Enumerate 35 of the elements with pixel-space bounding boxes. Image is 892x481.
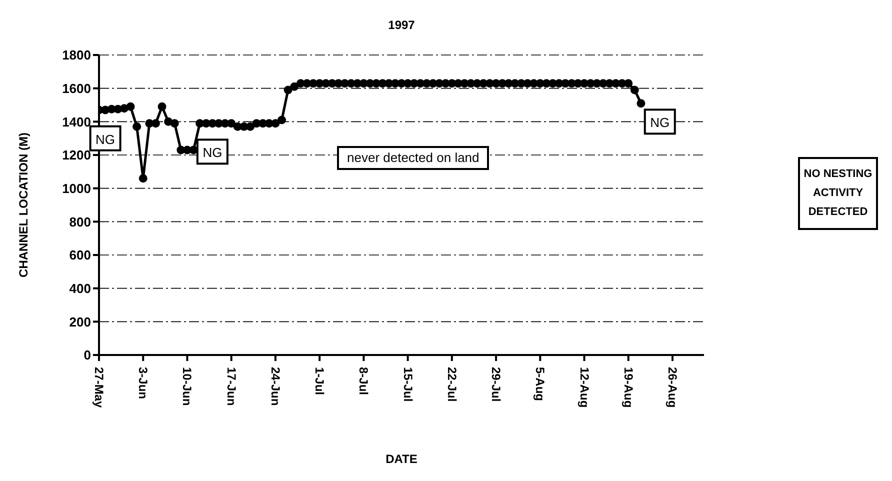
note-box: NG [644,108,676,135]
x-tick-label: 12-Aug [577,367,592,408]
x-tick-label: 27-May [92,367,106,408]
note-box: NG [196,138,228,165]
text: NO NESTING ACTIVITY DETECTED [798,157,878,230]
y-axis-title: CHANNEL LOCATION (M) [16,132,30,278]
x-tick-label: 5-Aug [533,367,548,401]
y-tick-label: 1600 [62,80,91,96]
annotation: NG [96,132,116,147]
x-tick-label: 10-Jun [180,367,194,406]
chart-title: 1997 [387,18,416,32]
x-tick-label: 17-Jun [224,367,238,406]
x-tick-label: 19-Aug [621,367,636,408]
x-tick-label: 22-Jul [444,367,459,402]
y-tick-label: 1400 [62,114,91,130]
annotation: NG [202,145,222,160]
x-tick-label: 3-Jun [136,367,150,400]
x-tick-label: 1-Jul [312,367,327,396]
x-tick-label: 8-Jul [356,367,371,396]
x-tick-label: 26-Aug [665,367,680,408]
y-tick-label: 1000 [62,180,91,196]
y-tick-label: 600 [69,248,91,263]
y-tick-label: 1800 [62,48,91,63]
annotation: never detected on land [337,146,490,170]
annotation: NG [650,115,670,130]
y-tick-label: 1200 [62,148,91,163]
y-tick-label: 800 [69,214,91,230]
y-tick-label: 400 [69,280,91,296]
x-tick-label: 29-Jul [489,367,504,402]
y-tick-label: 200 [69,314,91,330]
x-axis-title: DATE [386,452,418,466]
note-box: NG [89,125,122,152]
y-tick-label: 0 [84,348,91,363]
x-tick-label: 15-Jul [400,367,415,402]
x-tick-label: 24-Jun [268,367,282,406]
